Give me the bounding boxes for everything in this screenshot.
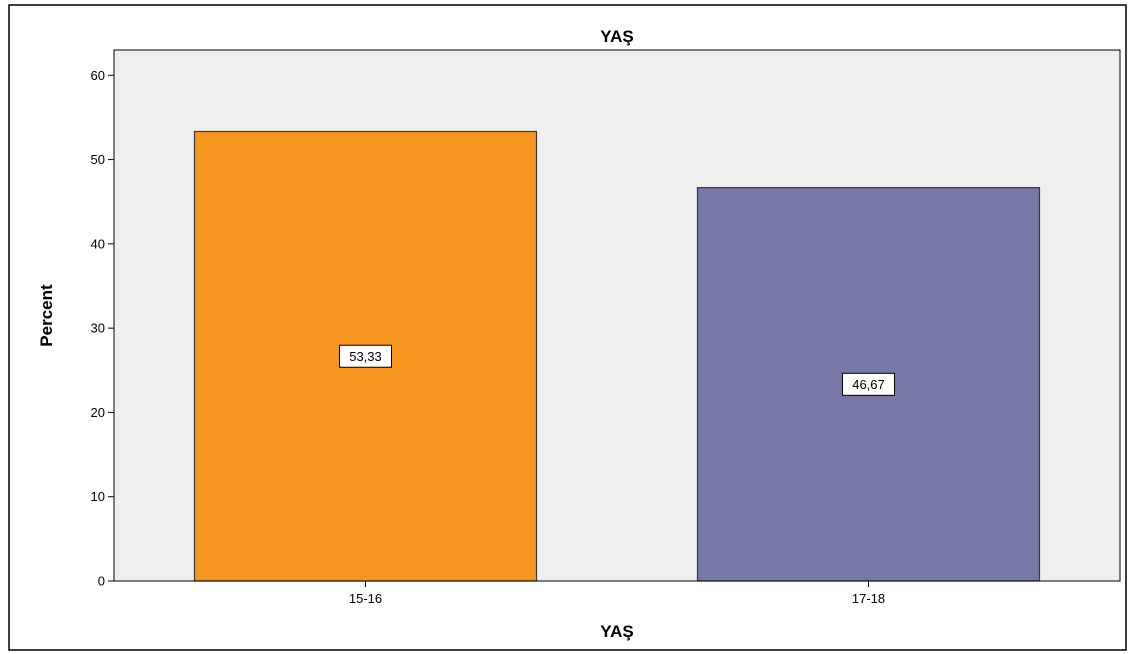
x-axis: 15-16 17-18 <box>114 580 1120 606</box>
y-axis: 0 10 20 30 40 50 60 <box>91 50 115 589</box>
y-tick-label: 30 <box>91 321 105 336</box>
y-tick-label: 0 <box>98 574 105 589</box>
data-label-box <box>842 372 895 396</box>
y-tick-label: 10 <box>91 489 105 504</box>
x-tick-label: 17-18 <box>852 591 885 606</box>
x-tick-label: 15-16 <box>349 591 382 606</box>
chart-title: YAŞ <box>600 27 633 46</box>
y-tick-label: 20 <box>91 405 105 420</box>
y-tick-label: 50 <box>91 152 105 167</box>
bars: 53,33 46,67 <box>193 130 1041 582</box>
data-label: 46,67 <box>852 377 885 392</box>
data-label: 53,33 <box>349 349 382 364</box>
y-axis-title: Percent <box>37 284 56 347</box>
y-tick-label: 60 <box>91 68 105 83</box>
data-label-box <box>339 344 392 368</box>
x-axis-title: YAŞ <box>600 622 633 641</box>
y-tick-label: 40 <box>91 236 105 251</box>
